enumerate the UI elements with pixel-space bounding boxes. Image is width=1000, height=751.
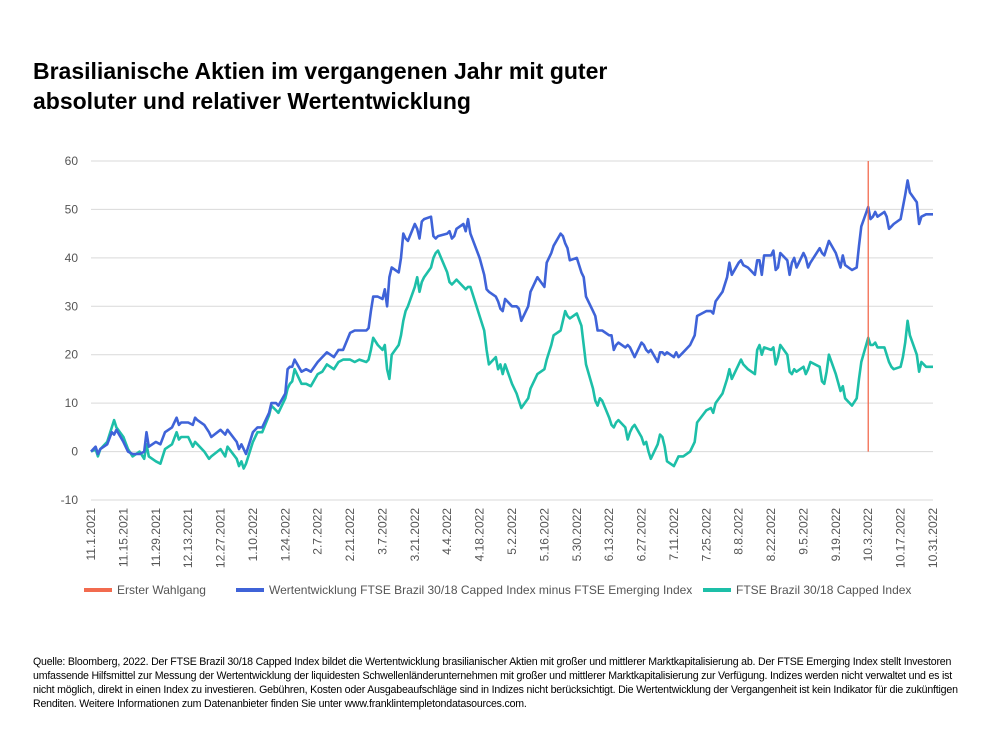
- x-tick-label: 11.15.2021: [116, 508, 130, 567]
- x-tick-label: 10.31.2022: [926, 508, 940, 568]
- x-tick-label: 7.25.2022: [699, 508, 713, 562]
- gridlines: [91, 160, 933, 501]
- y-tick-label: -10: [61, 493, 79, 507]
- legend-item-ftse-brazil: FTSE Brazil 30/18 Capped Index: [703, 583, 911, 597]
- y-tick-label: 40: [65, 251, 79, 265]
- series-lines: [90, 161, 933, 470]
- x-tick-label: 2.21.2022: [343, 508, 357, 562]
- x-tick-label: 9.5.2022: [796, 508, 810, 555]
- x-tick-label: 10.3.2022: [861, 508, 875, 562]
- y-axis-tick-labels: -10 0 10 20 30 40 50 60: [61, 154, 79, 507]
- x-tick-label: 3.21.2022: [408, 508, 422, 562]
- chart-title-line-1: Brasilianische Aktien im vergangenen Jah…: [33, 58, 608, 84]
- x-tick-label: 12.13.2021: [181, 508, 195, 568]
- source-note: Quelle: Bloomberg, 2022. Der FTSE Brazil…: [33, 656, 958, 710]
- x-tick-label: 6.13.2022: [602, 508, 616, 562]
- x-tick-label: 9.19.2022: [829, 508, 843, 562]
- legend: Erster Wahlgang Wertentwicklung FTSE Braz…: [84, 583, 911, 597]
- x-tick-label: 12.27.2021: [214, 508, 228, 568]
- x-tick-label: 4.18.2022: [473, 508, 487, 562]
- series-line-ftse-brazil: [90, 249, 933, 470]
- y-tick-label: 20: [65, 348, 79, 362]
- x-tick-label: 8.8.2022: [732, 508, 746, 555]
- line-chart: -10 0 10 20 30 40 50 60 11.1.2021 11.15.2021 11.2…: [61, 154, 940, 597]
- legend-item-relative-performance: Wertentwicklung FTSE Brazil 30/18 Capped…: [236, 583, 692, 597]
- legend-label: Wertentwicklung FTSE Brazil 30/18 Capped…: [269, 583, 692, 597]
- x-tick-label: 10.17.2022: [894, 508, 908, 568]
- x-tick-label: 2.7.2022: [311, 508, 325, 555]
- y-tick-label: 0: [71, 445, 78, 459]
- y-tick-label: 60: [65, 154, 79, 168]
- x-tick-label: 4.4.2022: [440, 508, 454, 555]
- legend-swatch: [236, 588, 264, 592]
- y-tick-label: 30: [65, 299, 79, 313]
- y-tick-label: 10: [65, 396, 79, 410]
- x-tick-label: 5.30.2022: [570, 508, 584, 562]
- x-tick-label: 11.1.2021: [84, 508, 98, 561]
- x-tick-label: 1.10.2022: [246, 508, 260, 562]
- legend-swatch: [703, 588, 731, 592]
- chart-title: Brasilianische Aktien im vergangenen Jah…: [33, 56, 733, 116]
- x-tick-label: 11.29.2021: [149, 508, 163, 567]
- x-tick-label: 1.24.2022: [278, 508, 292, 562]
- chart-title-line-2: absoluter und relativer Wertentwicklung: [33, 88, 471, 114]
- x-tick-label: 7.11.2022: [667, 508, 681, 561]
- legend-label: FTSE Brazil 30/18 Capped Index: [736, 583, 911, 597]
- legend-swatch: [84, 588, 112, 592]
- x-tick-label: 5.16.2022: [537, 508, 551, 562]
- y-tick-label: 50: [65, 202, 79, 216]
- x-tick-label: 3.7.2022: [375, 508, 389, 555]
- legend-label: Erster Wahlgang: [117, 583, 206, 597]
- x-axis-tick-labels: 11.1.2021 11.15.2021 11.29.2021 12.13.2021 1…: [84, 508, 940, 568]
- x-tick-label: 8.22.2022: [764, 508, 778, 562]
- x-tick-label: 6.27.2022: [635, 508, 649, 562]
- x-tick-label: 5.2.2022: [505, 508, 519, 555]
- series-line-relative-performance: [90, 179, 933, 456]
- legend-item-erster-wahlgang: Erster Wahlgang: [84, 583, 206, 597]
